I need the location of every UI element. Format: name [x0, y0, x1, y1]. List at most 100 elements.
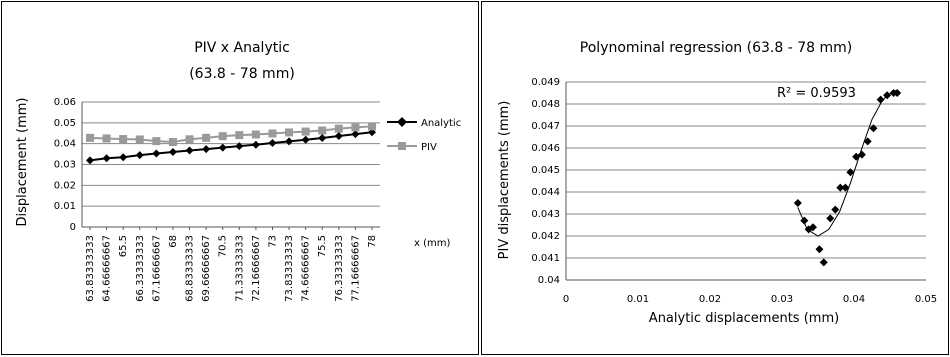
right-chart-panel: Polynominal regression (63.8 - 78 mm) PI… — [481, 1, 949, 355]
x-tick-label: 78 — [367, 235, 378, 248]
y-tick-label: 0.06 — [54, 97, 76, 108]
data-point-piv — [168, 138, 177, 146]
data-point-piv — [185, 135, 194, 144]
data-point-piv — [318, 126, 327, 135]
data-point-analytic — [152, 149, 161, 158]
legend-piv-label: PIV — [421, 142, 437, 153]
y-tick-labels: 0.04 0.041 0.042 0.043 0.044 0.045 0.046 0.047 0… — [531, 77, 560, 286]
data-point — [815, 245, 824, 254]
data-point-analytic — [102, 154, 111, 163]
legend: Analytic PIV — [387, 117, 461, 153]
x-tick-label: 72.16666667 — [251, 235, 262, 302]
x-tick-label: 64.66666667 — [102, 235, 113, 302]
y-tick-label: 0.03 — [54, 160, 76, 171]
data-point-piv — [368, 122, 376, 131]
data-point — [841, 183, 850, 192]
y-axis-label: Displacement (mm) — [15, 98, 30, 227]
data-point-analytic — [251, 140, 260, 149]
x-tick-label: 65.5 — [118, 235, 129, 257]
series-line-piv — [89, 125, 373, 144]
data-point-analytic — [285, 137, 294, 146]
y-tick-label: 0.043 — [531, 209, 560, 220]
data-point — [846, 168, 855, 177]
data-point-piv — [334, 124, 343, 133]
data-point-analytic — [185, 146, 194, 155]
x-tick-label: 74.66666667 — [301, 235, 312, 302]
series-group — [86, 122, 376, 165]
data-point-analytic — [268, 139, 277, 148]
y-tick-label: 0.042 — [531, 231, 560, 242]
data-point-analytic — [119, 153, 128, 162]
data-point-piv — [119, 135, 128, 144]
y-tick-label: 0.01 — [54, 201, 76, 212]
y-tick-label: 0.04 — [54, 139, 76, 150]
r-squared-annotation: R² = 0.9593 — [777, 86, 856, 101]
y-tick-label: 0.05 — [54, 118, 76, 129]
data-point-piv — [235, 131, 244, 140]
data-point-piv — [268, 129, 277, 138]
chart-title: PIV x Analytic — [194, 40, 290, 56]
data-point-analytic — [318, 134, 327, 143]
data-point — [836, 183, 845, 192]
y-tick-label: 0.041 — [531, 253, 560, 264]
x-tick-label: 73.83333333 — [284, 235, 295, 302]
left-chart-panel: PIV x Analytic (63.8 - 78 mm) Displaceme… — [1, 1, 479, 355]
x-tick-label: 0.05 — [915, 294, 937, 305]
x-tick-label: 75.5 — [317, 235, 328, 257]
data-point-piv — [251, 130, 260, 139]
data-point-piv — [218, 132, 227, 141]
chart-subtitle: (63.8 - 78 mm) — [189, 66, 295, 82]
x-tick-label: 68.83333333 — [185, 235, 196, 302]
data-point — [852, 152, 861, 161]
data-point — [808, 223, 817, 232]
data-point-analytic — [351, 130, 360, 139]
x-tick-label: 67.16666667 — [151, 235, 162, 302]
x-tick-label: 76.33333333 — [334, 235, 345, 302]
data-point-piv — [135, 135, 144, 144]
x-tick-label: 77.16666667 — [350, 235, 361, 302]
x-tick-labels: 0 0.01 0.02 0.03 0.04 0.05 — [563, 294, 937, 305]
data-point-analytic — [301, 135, 310, 144]
x-tick-label: 0.03 — [771, 294, 793, 305]
y-tick-label: 0.048 — [531, 99, 560, 110]
data-point-piv — [86, 133, 94, 142]
data-point — [893, 89, 902, 97]
data-point-analytic — [86, 156, 94, 165]
legend-item-piv: PIV — [387, 142, 437, 153]
y-tick-label: 0 — [70, 222, 76, 233]
x-tick-label: 0.04 — [843, 294, 865, 305]
y-tick-labels: 0 0.01 0.02 0.03 0.04 0.05 0.06 — [54, 97, 76, 233]
points-group — [793, 89, 902, 267]
data-point — [876, 95, 885, 104]
x-tick-label: 66.33333333 — [135, 235, 146, 302]
scatter-chart: Polynominal regression (63.8 - 78 mm) PI… — [497, 40, 937, 326]
data-point-piv — [102, 134, 111, 143]
data-point — [863, 137, 872, 146]
x-tick-label: 73 — [267, 235, 278, 248]
x-tick-label: 70.5 — [218, 235, 229, 257]
x-axis-label: Analytic displacements (mm) — [649, 311, 839, 326]
x-tick-label: 71.33333333 — [234, 235, 245, 302]
y-tick-label: 0.049 — [531, 77, 560, 88]
line-chart: PIV x Analytic (63.8 - 78 mm) Displaceme… — [15, 40, 461, 302]
y-tick-label: 0.047 — [531, 121, 560, 132]
x-tick-label: 0.02 — [699, 294, 721, 305]
y-tick-label: 0.02 — [54, 180, 76, 191]
x-axis-label: x (mm) — [414, 238, 450, 249]
legend-item-analytic: Analytic — [387, 117, 461, 129]
x-tick-label: 63.83333333 — [85, 235, 96, 302]
legend-analytic-label: Analytic — [421, 118, 461, 129]
legend-piv-marker — [398, 142, 406, 150]
data-point-analytic — [168, 148, 177, 156]
data-point-analytic — [218, 143, 227, 152]
data-point — [819, 258, 828, 267]
chart-title: Polynominal regression (63.8 - 78 mm) — [580, 40, 852, 56]
y-tick-label: 0.044 — [531, 187, 560, 198]
x-tick-label: 69.66666667 — [201, 235, 212, 302]
y-axis-label: PIV displacements (mm) — [497, 101, 512, 260]
data-point-analytic — [135, 151, 144, 160]
data-point-analytic — [334, 131, 343, 140]
data-point-piv — [285, 128, 294, 137]
data-point — [831, 205, 840, 214]
legend-analytic-marker — [397, 117, 407, 127]
